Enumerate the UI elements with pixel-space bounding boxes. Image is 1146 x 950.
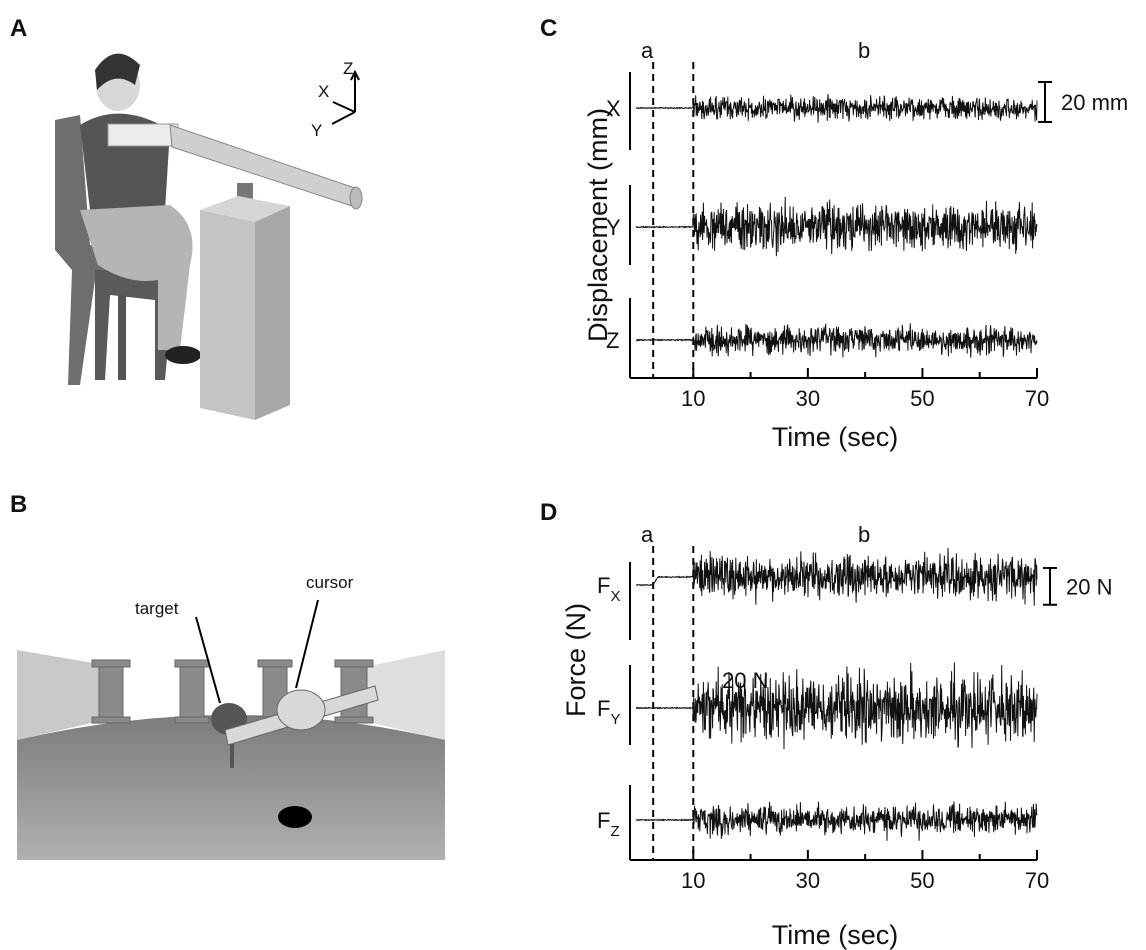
annotation: cursor <box>306 573 354 592</box>
x-tick-label: 10 <box>681 868 705 893</box>
period-label: a <box>641 522 654 547</box>
annotation: 20 N <box>722 668 768 693</box>
trace-name: Z <box>606 328 619 353</box>
axis-label: Y <box>311 121 322 140</box>
trace-label: Z <box>606 328 619 353</box>
trace-subscript: Y <box>610 711 620 728</box>
period-label: a <box>641 38 654 63</box>
scale-bar-label: 20 N <box>1066 574 1112 599</box>
trace-name: F <box>597 696 610 721</box>
trace-name: F <box>597 808 610 833</box>
panel-label: D <box>540 499 557 526</box>
signal-trace <box>635 323 1038 358</box>
axis-label: Z <box>343 59 353 78</box>
panel-label: B <box>10 491 27 518</box>
x-axis-label: Time (sec) <box>772 422 899 452</box>
trace-label: Y <box>606 215 621 240</box>
annotation: target <box>135 599 179 618</box>
signal-trace <box>635 196 1038 257</box>
x-tick-label: 10 <box>681 386 705 411</box>
trace-name: Y <box>606 215 621 240</box>
signal-trace <box>635 94 1038 123</box>
axis-label: X <box>318 82 329 101</box>
illustration-b: B target cursor <box>10 491 445 860</box>
trace-label: FZ <box>597 808 620 840</box>
trace-name: F <box>597 573 610 598</box>
panel-label: A <box>10 15 27 42</box>
signal-trace <box>636 547 1038 606</box>
y-axis-label: Force (N) <box>561 603 591 717</box>
signal-trace <box>635 801 1038 841</box>
x-tick-label: 70 <box>1025 386 1049 411</box>
signal-trace <box>636 662 1038 750</box>
x-tick-label: 50 <box>910 868 934 893</box>
trace-subscript: X <box>610 588 620 605</box>
x-tick-label: 30 <box>796 868 820 893</box>
scale-bar-label: 20 mm <box>1061 90 1128 115</box>
scale-bar <box>1043 567 1057 606</box>
trace-label: FX <box>597 573 620 605</box>
x-tick-label: 50 <box>910 386 934 411</box>
period-label: b <box>858 38 870 63</box>
panel-c: Ca b Displacement (mm) 10 30 50 70 Time (sec) X Y… <box>540 15 1128 452</box>
trace-subscript: Z <box>610 823 619 840</box>
trace-name: X <box>606 96 621 121</box>
trace-label: FY <box>597 696 620 728</box>
x-tick-label: 30 <box>796 386 820 411</box>
scale-bar <box>1038 81 1052 123</box>
trace-label: X <box>606 96 621 121</box>
x-tick-label: 70 <box>1025 868 1049 893</box>
y-axis-label: Displacement (mm) <box>583 108 613 342</box>
panel-label: C <box>540 15 557 42</box>
x-axis-label: Time (sec) <box>772 920 899 950</box>
period-label: b <box>858 522 870 547</box>
illustration-a: A Z X Y <box>10 15 363 420</box>
